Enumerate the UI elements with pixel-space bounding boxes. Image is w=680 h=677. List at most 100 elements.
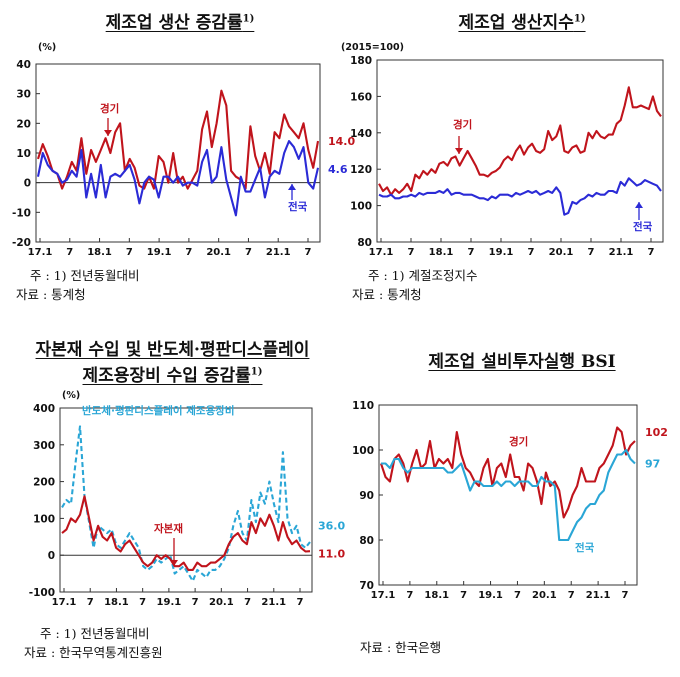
x-tick-label: 21.1 [609, 247, 634, 258]
x-tick-label: 18.1 [104, 597, 129, 608]
chart3-title: 자본재 수입 및 반도체·평판디스플레이 제조용장비 수입 증감률1) [0, 340, 345, 387]
x-tick-label: 7 [245, 247, 252, 258]
x-tick-label: 7 [460, 590, 467, 601]
x-tick-label: 7 [568, 590, 575, 601]
end-value-label: 36.0 [318, 519, 345, 532]
y-tick-label: -20 [12, 237, 31, 249]
end-value-label: 102 [645, 426, 668, 439]
chart3-source: 자료 : 한국무역통계진흥원 [24, 645, 163, 660]
x-tick-label: 20.1 [532, 590, 557, 601]
y-tick-label: 100 [352, 445, 374, 457]
annotation-label: 경기 [453, 118, 472, 131]
chart1-manufacturing-production-growth: -20 -10 0 10 20 30 40 (%) 17.1 7 18.1 7 19.1 7 20.1 7 21… [12, 42, 355, 258]
series-line-0 [61, 425, 311, 583]
chart1-title-sup: 1) [242, 13, 255, 24]
annotation-label: 전국 [633, 220, 653, 233]
chart1-footnote: 주 : 1) 전년동월대비 [30, 268, 140, 283]
x-tick-label: 7 [514, 590, 521, 601]
end-value-label: 14.0 [328, 135, 355, 148]
y-tick-label: 90 [359, 490, 374, 502]
x-tick-label: 20.1 [206, 247, 231, 258]
x-tick-label: 20.1 [209, 597, 234, 608]
x-tick-label: 7 [185, 247, 192, 258]
x-tick-label: 20.1 [549, 247, 574, 258]
y-tick-label: 0 [24, 178, 31, 190]
x-tick-label: 18.1 [87, 247, 112, 258]
annotation-label: 경기 [509, 435, 528, 448]
chart1-title-text: 제조업 생산 증감률 [105, 12, 243, 33]
annotation-label: 전국 [288, 200, 308, 213]
x-tick-label: 19.1 [157, 597, 182, 608]
x-tick-label: 7 [87, 597, 94, 608]
annotation-label: 반도체·평판디스플레이 제조용장비 [82, 404, 235, 417]
y-tick-label: 300 [33, 440, 55, 452]
x-tick-label: 7 [622, 590, 629, 601]
y-tick-label: 30 [16, 89, 31, 101]
x-tick-label: 7 [244, 597, 251, 608]
annotation-arrow-head [104, 130, 112, 136]
y-tick-label: 140 [350, 128, 372, 140]
y-tick-label: 70 [359, 580, 374, 592]
y-tick-label: 80 [359, 535, 374, 547]
x-tick-label: 17.1 [52, 597, 77, 608]
x-tick-label: 7 [305, 247, 312, 258]
plot-frame [376, 59, 664, 243]
annotation-arrow-head [170, 560, 178, 566]
x-tick-label: 7 [468, 247, 475, 258]
x-tick-label: 18.1 [424, 590, 449, 601]
end-value-label: 4.6 [328, 163, 348, 176]
x-tick-label: 7 [588, 247, 595, 258]
y-tick-label: 20 [16, 118, 31, 130]
x-tick-label: 7 [406, 590, 413, 601]
y-tick-label: 180 [350, 55, 372, 67]
chart4-source: 자료 : 한국은행 [360, 640, 442, 655]
x-tick-label: 7 [192, 597, 199, 608]
chart3-title-line1: 자본재 수입 및 반도체·평판디스플레이 [35, 340, 310, 360]
chart3-footnote: 주 : 1) 전년동월대비 [40, 626, 150, 641]
y-tick-label: 100 [33, 513, 55, 525]
y-tick-label: -10 [12, 207, 31, 219]
y-tick-label: -100 [29, 587, 55, 599]
annotation-label: 전국 [575, 541, 595, 554]
x-tick-label: 17.1 [371, 590, 396, 601]
annotation-label: 자본재 [154, 522, 183, 535]
x-tick-label: 7 [66, 247, 73, 258]
x-tick-label: 19.1 [478, 590, 503, 601]
chart2-title-sup: 1) [573, 13, 586, 24]
chart2-footnote: 주 : 1) 계절조정지수 [368, 268, 478, 283]
series-line-1 [378, 177, 662, 216]
annotation-arrow-head [288, 184, 296, 190]
x-tick-label: 7 [528, 247, 535, 258]
chart1-title: 제조업 생산 증감률1) [40, 8, 320, 34]
x-tick-label: 17.1 [369, 247, 394, 258]
y-tick-label: 200 [33, 477, 55, 489]
annotation-arrow-head [455, 148, 463, 154]
x-tick-label: 7 [648, 247, 655, 258]
y-tick-label: 400 [33, 403, 55, 415]
chart2-title: 제조업 생산지수1) [372, 8, 672, 34]
y-tick-label: 10 [16, 148, 31, 160]
chart4-title: 제조업 설비투자실행 BSI [372, 352, 672, 373]
series-line-0 [378, 86, 662, 196]
unit-label: (%) [38, 42, 56, 53]
x-tick-label: 7 [126, 247, 133, 258]
x-tick-label: 19.1 [489, 247, 514, 258]
unit-label: (%) [62, 390, 80, 401]
y-tick-label: 40 [16, 59, 31, 71]
y-tick-label: 0 [48, 550, 55, 562]
y-tick-label: 110 [352, 400, 374, 412]
x-tick-label: 17.1 [28, 247, 53, 258]
x-tick-label: 18.1 [429, 247, 454, 258]
chart4-facility-investment-bsi: 70 80 90 100 110 17.1 7 18.1 7 19.1 7 20.1 7 21.1 7 102… [352, 400, 668, 601]
series-line-0 [380, 426, 636, 519]
chart3-title-line2: 제조용장비 수입 증감률 [82, 365, 251, 386]
x-tick-label: 21.1 [266, 247, 291, 258]
unit-label: (2015=100) [341, 42, 404, 53]
annotation-arrow-head [635, 202, 643, 208]
series-line-0 [37, 89, 320, 190]
end-value-label: 11.0 [318, 547, 345, 560]
y-tick-label: 80 [357, 237, 372, 249]
chart4-title-text: 제조업 설비투자실행 BSI [428, 352, 616, 372]
chart2-source: 자료 : 통계청 [352, 287, 422, 302]
x-tick-label: 19.1 [147, 247, 172, 258]
